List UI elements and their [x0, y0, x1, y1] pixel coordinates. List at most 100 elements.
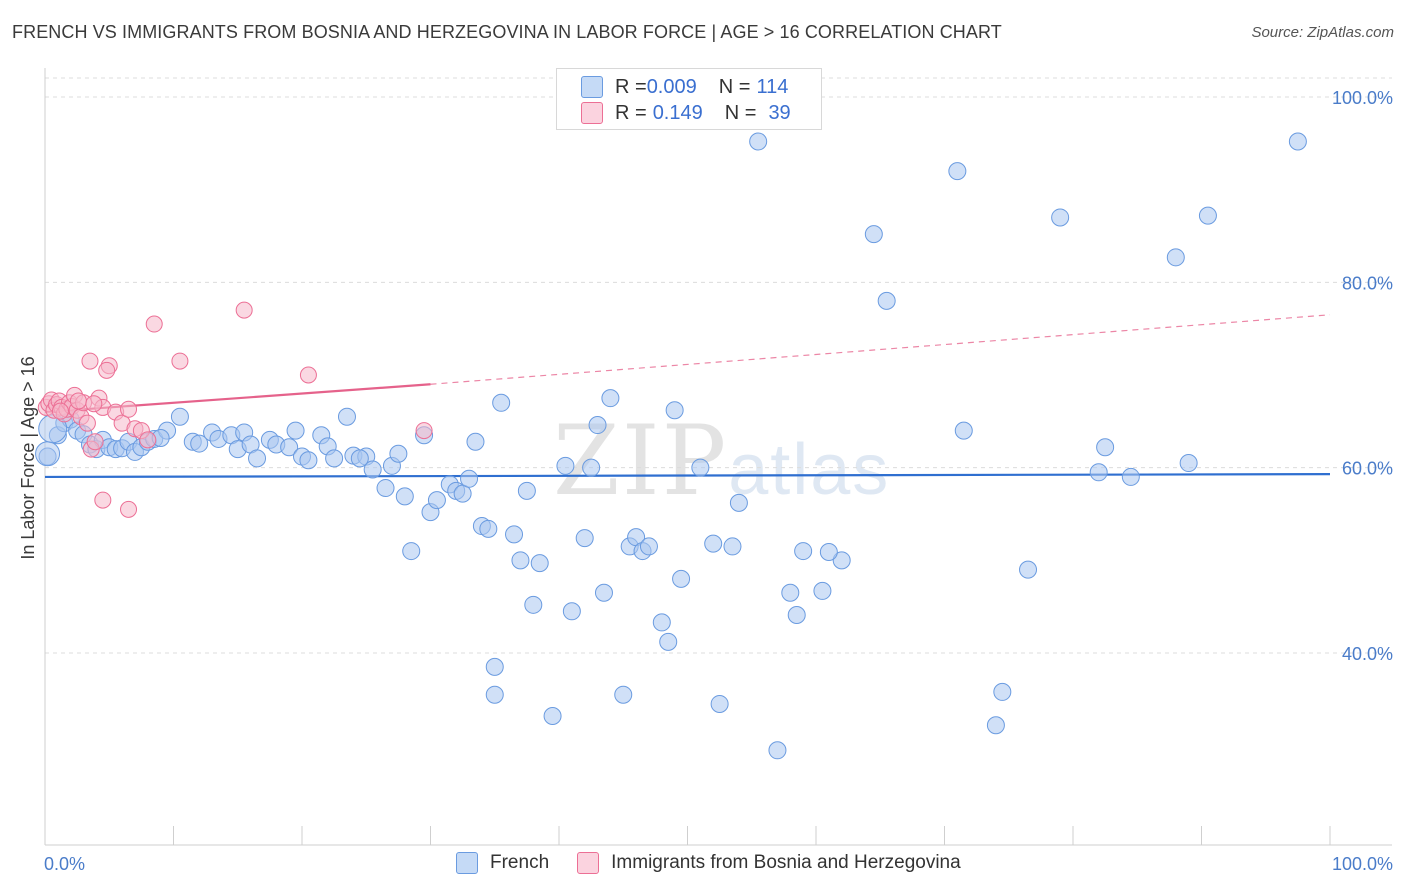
point-french — [35, 441, 61, 467]
point-bosnia — [120, 400, 138, 418]
legend-swatch-french — [456, 852, 478, 874]
legend-label-bosnia: Immigrants from Bosnia and Herzegovina — [611, 852, 961, 873]
point-french — [819, 542, 838, 561]
point-french — [350, 449, 369, 468]
point-french — [524, 595, 543, 614]
point-french — [601, 389, 620, 408]
legend-n-label: N = — [718, 75, 751, 98]
point-french — [325, 449, 344, 468]
point-french — [1051, 208, 1070, 227]
point-french — [395, 487, 414, 506]
point-french — [588, 416, 607, 435]
legend-label-french: French — [490, 852, 550, 873]
point-bosnia — [139, 431, 157, 449]
point-french — [479, 519, 498, 538]
point-french — [453, 484, 472, 503]
legend-swatch-french — [581, 76, 603, 98]
point-french — [986, 716, 1005, 735]
point-french — [543, 707, 562, 726]
point-french — [402, 542, 421, 561]
point-french — [781, 583, 800, 602]
point-bosnia — [98, 361, 116, 379]
point-french — [389, 444, 408, 463]
point-french — [492, 393, 511, 412]
point-french — [170, 407, 189, 426]
point-french — [1121, 467, 1140, 486]
point-french — [1019, 560, 1038, 579]
legend-row-bosnia: R = 0.149 N = 39 — [581, 100, 791, 126]
point-french — [1096, 438, 1115, 457]
point-french — [704, 534, 723, 553]
point-french — [556, 456, 575, 475]
point-french — [864, 225, 883, 244]
y-tick-label: 100.0% — [1332, 88, 1393, 108]
point-french — [466, 432, 485, 451]
legend-row-french: R = 0.009 N = 114 — [581, 74, 788, 100]
point-french — [993, 682, 1012, 701]
legend-n-value: 39 — [768, 101, 791, 124]
point-bosnia — [86, 433, 104, 451]
point-bosnia — [78, 414, 96, 432]
point-french — [639, 537, 658, 556]
point-french — [723, 537, 742, 556]
point-french — [575, 529, 594, 548]
gridlines — [45, 77, 1392, 654]
point-french — [299, 451, 318, 470]
point-french — [363, 460, 382, 479]
x-tick-label: 0.0% — [44, 854, 85, 874]
legend-swatch-bosnia — [577, 852, 600, 874]
data-points — [35, 132, 1307, 760]
source-label: Source: ZipAtlas.com — [1251, 24, 1394, 41]
point-french — [1166, 248, 1185, 267]
trend-line-french — [44, 473, 1331, 479]
point-french — [530, 554, 549, 573]
point-french — [652, 613, 671, 632]
point-french — [691, 458, 710, 477]
point-french — [659, 632, 678, 651]
legend-item-french: French — [456, 852, 549, 874]
point-french — [813, 581, 832, 600]
legend-n-label: N = — [724, 101, 757, 124]
point-bosnia — [171, 352, 189, 370]
point-bosnia — [94, 491, 112, 509]
point-french — [794, 542, 813, 561]
legend-item-bosnia: Immigrants from Bosnia and Herzegovina — [577, 852, 961, 874]
point-bosnia — [81, 352, 99, 370]
legend-n-value: 114 — [756, 75, 789, 98]
point-french — [517, 481, 536, 500]
point-french — [376, 479, 395, 498]
point-french — [594, 583, 613, 602]
point-french — [1288, 132, 1307, 151]
trend-line-bosnia-extension — [430, 314, 1331, 385]
point-bosnia — [69, 392, 87, 410]
legend-r-value: 0.149 — [652, 101, 703, 124]
point-french — [614, 685, 633, 704]
point-french — [665, 401, 684, 420]
y-axis-label: In Labor Force | Age > 16 — [18, 356, 38, 559]
point-french — [505, 525, 524, 544]
axis-labels: 40.0% 60.0% 80.0% 100.0% 0.0% 100.0% In Labor … — [18, 88, 1393, 874]
legend-r-value: 0.009 — [646, 75, 697, 98]
point-bosnia — [235, 301, 253, 319]
legend-r-label: R = — [615, 75, 647, 98]
point-french — [1179, 454, 1198, 473]
point-french — [485, 657, 504, 676]
point-bosnia — [51, 402, 69, 420]
point-french — [948, 162, 967, 181]
point-french — [460, 469, 479, 488]
y-tick-label: 60.0% — [1342, 459, 1393, 479]
point-french — [427, 491, 446, 510]
legend-swatch-bosnia — [581, 102, 603, 124]
point-bosnia — [120, 500, 138, 518]
point-french — [787, 606, 806, 625]
point-french — [248, 449, 267, 468]
point-bosnia — [299, 366, 317, 384]
x-tick-label: 100.0% — [1332, 854, 1393, 874]
point-french — [749, 132, 768, 151]
point-french — [190, 434, 209, 453]
point-french — [511, 551, 530, 570]
point-french — [832, 551, 851, 570]
point-bosnia — [85, 395, 103, 413]
chart-title: FRENCH VS IMMIGRANTS FROM BOSNIA AND HER… — [12, 22, 1002, 42]
